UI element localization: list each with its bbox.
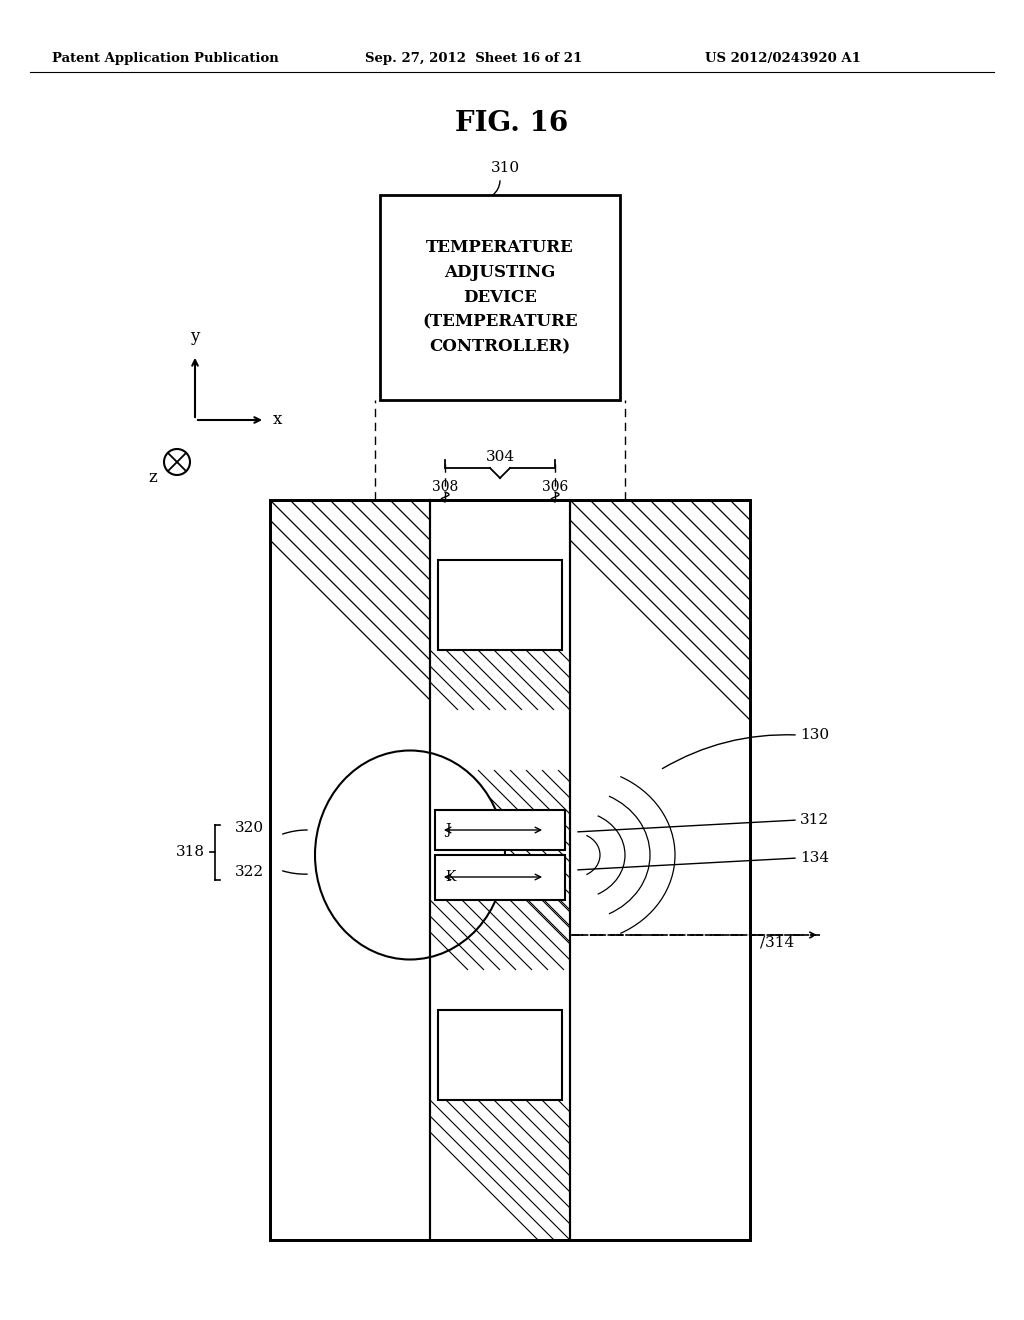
Text: Patent Application Publication: Patent Application Publication	[52, 51, 279, 65]
Bar	[438, 560, 562, 649]
Bar	[438, 1010, 562, 1100]
Text: /314: /314	[760, 935, 795, 949]
Bar	[435, 855, 565, 900]
Bar	[438, 560, 562, 649]
Text: 308: 308	[432, 480, 458, 494]
Text: Sep. 27, 2012  Sheet 16 of 21: Sep. 27, 2012 Sheet 16 of 21	[365, 51, 583, 65]
Bar	[435, 810, 565, 850]
Text: 322: 322	[234, 865, 264, 879]
Text: US 2012/0243920 A1: US 2012/0243920 A1	[705, 51, 861, 65]
Text: z: z	[148, 469, 157, 486]
Bar	[438, 1010, 562, 1100]
Text: 306: 306	[542, 480, 568, 494]
Text: 318: 318	[176, 845, 205, 859]
Bar	[430, 500, 570, 1239]
Text: 134: 134	[800, 851, 829, 865]
Text: 130: 130	[800, 729, 829, 742]
Text: TEMPERATURE
ADJUSTING
DEVICE
(TEMPERATURE
CONTROLLER): TEMPERATURE ADJUSTING DEVICE (TEMPERATUR…	[422, 239, 578, 355]
Text: FIG. 16: FIG. 16	[456, 110, 568, 137]
Text: 320: 320	[234, 821, 264, 836]
Bar	[270, 500, 750, 1239]
Text: y: y	[190, 327, 200, 345]
Bar	[270, 500, 750, 1239]
Bar	[270, 500, 750, 1239]
Text: K: K	[445, 870, 456, 884]
Text: 310: 310	[490, 161, 519, 176]
Ellipse shape	[315, 751, 505, 960]
Bar	[380, 195, 620, 400]
Text: x: x	[273, 412, 283, 429]
Text: J: J	[445, 822, 451, 837]
Text: 312: 312	[800, 813, 829, 828]
Text: 304: 304	[485, 450, 515, 465]
